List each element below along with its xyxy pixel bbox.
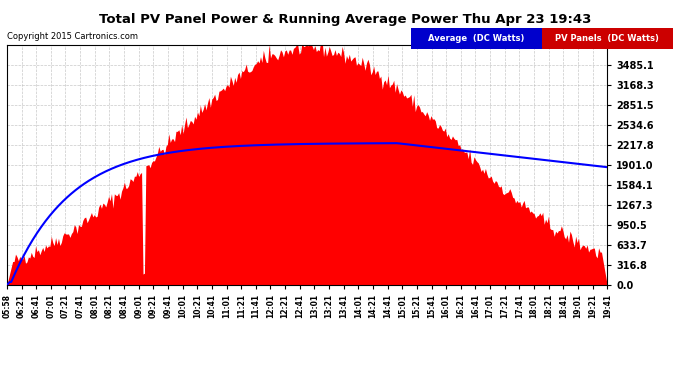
Text: Total PV Panel Power & Running Average Power Thu Apr 23 19:43: Total PV Panel Power & Running Average P…	[99, 13, 591, 26]
Text: Copyright 2015 Cartronics.com: Copyright 2015 Cartronics.com	[7, 32, 138, 41]
Text: PV Panels  (DC Watts): PV Panels (DC Watts)	[555, 34, 659, 43]
Text: Average  (DC Watts): Average (DC Watts)	[428, 34, 524, 43]
